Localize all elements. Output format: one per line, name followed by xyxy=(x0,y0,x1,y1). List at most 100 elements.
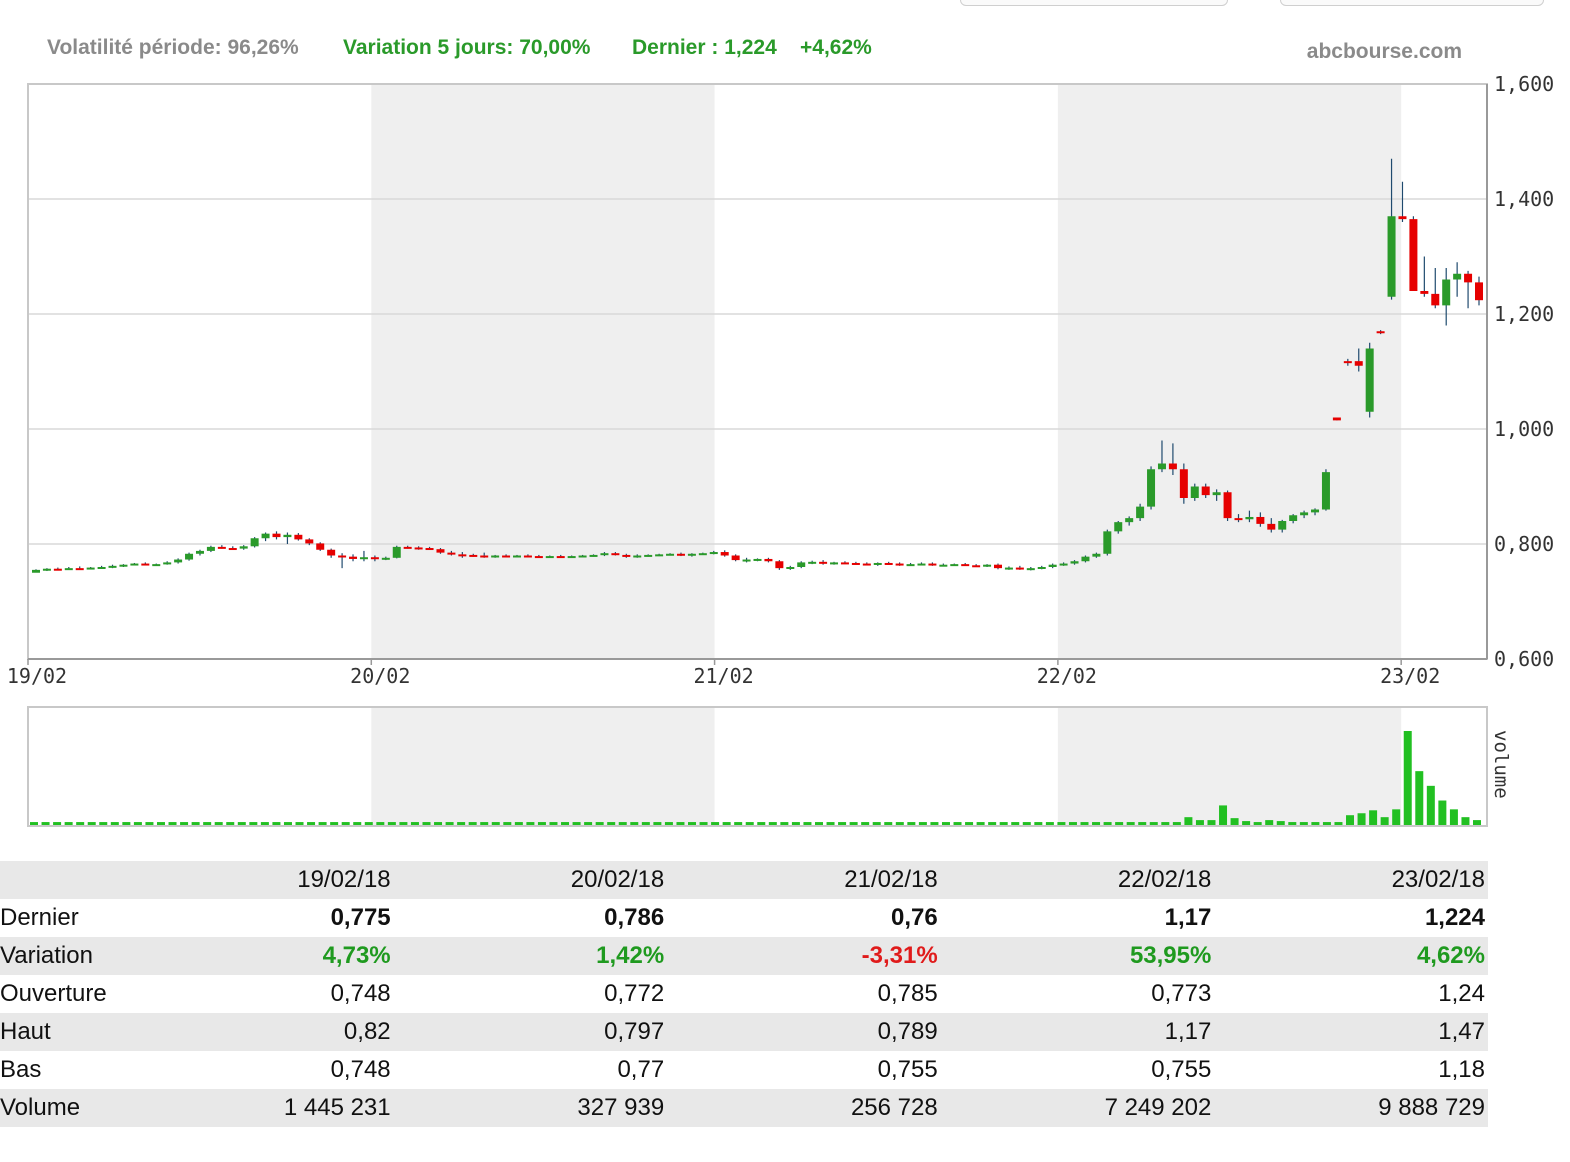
table-row-high: Haut 0,82 0,797 0,789 1,17 1,47 xyxy=(0,1013,1488,1051)
candle-body xyxy=(655,554,664,557)
volume-bar xyxy=(930,822,939,825)
table-cell: 0,786 xyxy=(604,904,665,931)
last-change-label: +4,62% xyxy=(800,36,872,59)
candle-body xyxy=(1103,531,1112,554)
table-cell: 0,77 xyxy=(617,1056,665,1083)
variation-5-days-label: Variation 5 jours: 70,00% xyxy=(343,36,591,59)
volume-bar xyxy=(1011,822,1020,825)
volume-bar xyxy=(1369,810,1378,825)
table-date-22: 22/02/18 xyxy=(940,861,1215,899)
candle-body xyxy=(86,567,95,570)
table-cell: 0,755 xyxy=(1151,1056,1212,1083)
x-tick-label: 22/02 xyxy=(1037,664,1097,688)
volume-bar xyxy=(410,822,419,825)
candle-body xyxy=(228,548,237,551)
volume-bar xyxy=(849,822,858,825)
candle-body xyxy=(119,564,128,567)
volume-bar xyxy=(688,822,697,825)
candle-body xyxy=(458,554,467,557)
volume-bar xyxy=(826,822,835,825)
table-cell: 1,18 xyxy=(1438,1056,1485,1083)
table-cell: 1,47 xyxy=(1214,1013,1488,1051)
volume-bar xyxy=(1092,822,1101,825)
candle-body xyxy=(64,568,73,571)
volume-bar xyxy=(272,822,281,825)
volume-bar xyxy=(838,822,847,825)
volume-bar xyxy=(664,822,673,825)
candle-body xyxy=(469,554,478,557)
volume-bar xyxy=(941,822,950,825)
candle-body xyxy=(950,564,959,567)
volume-bar xyxy=(1357,813,1366,825)
candle-body xyxy=(359,557,368,560)
volume-bar xyxy=(1068,822,1077,825)
table-row-low: Bas 0,748 0,77 0,755 0,755 1,18 xyxy=(0,1051,1488,1089)
candle-body xyxy=(676,553,685,556)
candle-body xyxy=(108,565,117,568)
candle-body xyxy=(1387,216,1396,297)
volume-bar xyxy=(295,822,304,825)
candle-body xyxy=(1409,219,1418,291)
volume-bar xyxy=(1022,822,1031,825)
table-cell: 256 728 xyxy=(667,1089,941,1127)
candle-body xyxy=(1464,273,1473,283)
volume-bar xyxy=(1265,820,1274,825)
candle-body xyxy=(698,553,707,556)
candle-body xyxy=(884,562,893,565)
candle-body xyxy=(53,568,62,571)
x-tick-label: 21/02 xyxy=(693,664,753,688)
candle-body xyxy=(491,555,500,558)
table-cell: 0,773 xyxy=(1151,980,1212,1007)
volume-frame xyxy=(27,706,1488,827)
volume-bar xyxy=(330,822,339,825)
volume-bar xyxy=(480,822,489,825)
volume-chart: volume xyxy=(27,706,1512,827)
volume-bar xyxy=(87,822,96,825)
candle-body xyxy=(731,555,740,561)
table-header-row: 19/02/18 20/02/18 21/02/18 22/02/18 23/0… xyxy=(0,861,1488,899)
candle-body xyxy=(1026,568,1035,571)
candle-body xyxy=(633,555,642,558)
volume-bar xyxy=(1219,805,1228,825)
candle-body xyxy=(130,563,139,566)
volume-bar xyxy=(1311,822,1320,825)
volume-bar xyxy=(307,822,316,825)
y-tick-label: 0,800 xyxy=(1494,532,1554,556)
table-cell: 0,755 xyxy=(877,1056,938,1083)
volume-shaded-band xyxy=(1057,707,1402,826)
volume-bar xyxy=(99,822,108,825)
volume-bar xyxy=(872,822,881,825)
candle-body xyxy=(994,564,1002,569)
candle-body xyxy=(1332,417,1341,421)
candle-body xyxy=(1442,279,1451,306)
volume-bar xyxy=(399,822,408,825)
candle-body xyxy=(644,554,653,557)
candle-body xyxy=(163,562,172,565)
y-tick-label: 1,600 xyxy=(1494,72,1554,96)
candle-body xyxy=(666,553,675,556)
volume-bar xyxy=(1230,818,1239,825)
shaded-day-band xyxy=(371,84,715,659)
volume-bar xyxy=(353,822,362,825)
volume-bar xyxy=(145,822,154,825)
volume-bar xyxy=(387,822,396,825)
candle-body xyxy=(556,556,565,559)
volume-bar xyxy=(1080,822,1089,825)
candle-body xyxy=(152,564,161,567)
candle-body xyxy=(447,552,456,555)
volume-bar xyxy=(249,822,258,825)
candle-body xyxy=(906,564,915,567)
volume-bar xyxy=(1172,822,1181,825)
volume-bar xyxy=(734,822,743,825)
volume-bar xyxy=(1242,821,1251,825)
candle-body xyxy=(327,549,336,556)
volume-bar xyxy=(1461,817,1470,825)
table-cell: 1,24 xyxy=(1438,980,1485,1007)
volume-bar xyxy=(537,822,546,825)
volume-bar xyxy=(630,822,639,825)
candle-body xyxy=(349,556,358,559)
volume-bar xyxy=(1334,822,1343,825)
candle-body xyxy=(272,533,281,538)
candle-body xyxy=(873,562,882,565)
row-label-volume: Volume xyxy=(0,1089,120,1127)
